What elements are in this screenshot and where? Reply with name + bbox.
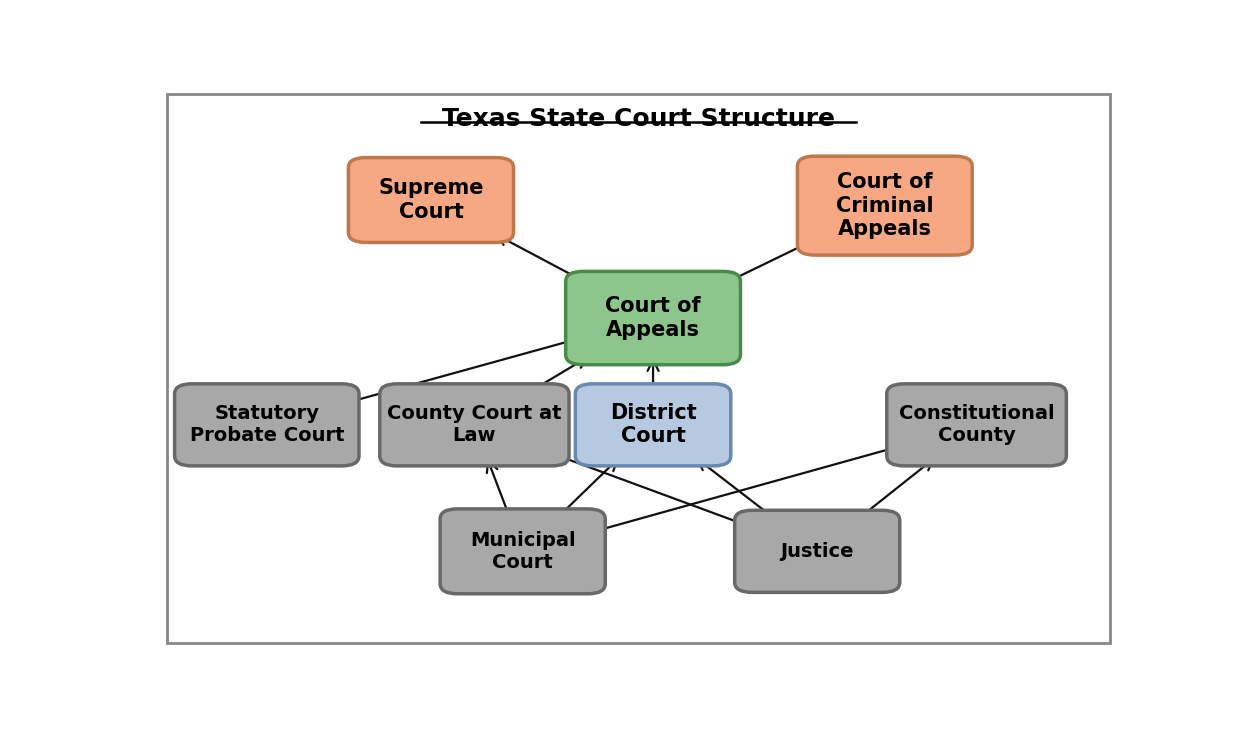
Text: District
Court: District Court [609,403,697,447]
Text: Constitutional
County: Constitutional County [898,404,1054,445]
Text: Statutory
Probate Court: Statutory Probate Court [189,404,344,445]
Text: Municipal
Court: Municipal Court [470,531,576,572]
FancyBboxPatch shape [576,384,731,466]
Text: County Court at
Law: County Court at Law [388,404,562,445]
FancyBboxPatch shape [440,509,606,593]
Text: Court of
Criminal
Appeals: Court of Criminal Appeals [836,172,933,239]
FancyBboxPatch shape [735,510,900,592]
FancyBboxPatch shape [380,384,569,466]
FancyBboxPatch shape [174,384,359,466]
FancyBboxPatch shape [797,156,972,255]
Text: Supreme
Court: Supreme Court [379,178,483,222]
Text: Court of
Appeals: Court of Appeals [606,296,700,339]
FancyBboxPatch shape [887,384,1067,466]
Text: Justice: Justice [780,542,854,561]
Text: Texas State Court Structure: Texas State Court Structure [442,107,835,131]
FancyBboxPatch shape [566,272,740,365]
FancyBboxPatch shape [349,158,513,242]
